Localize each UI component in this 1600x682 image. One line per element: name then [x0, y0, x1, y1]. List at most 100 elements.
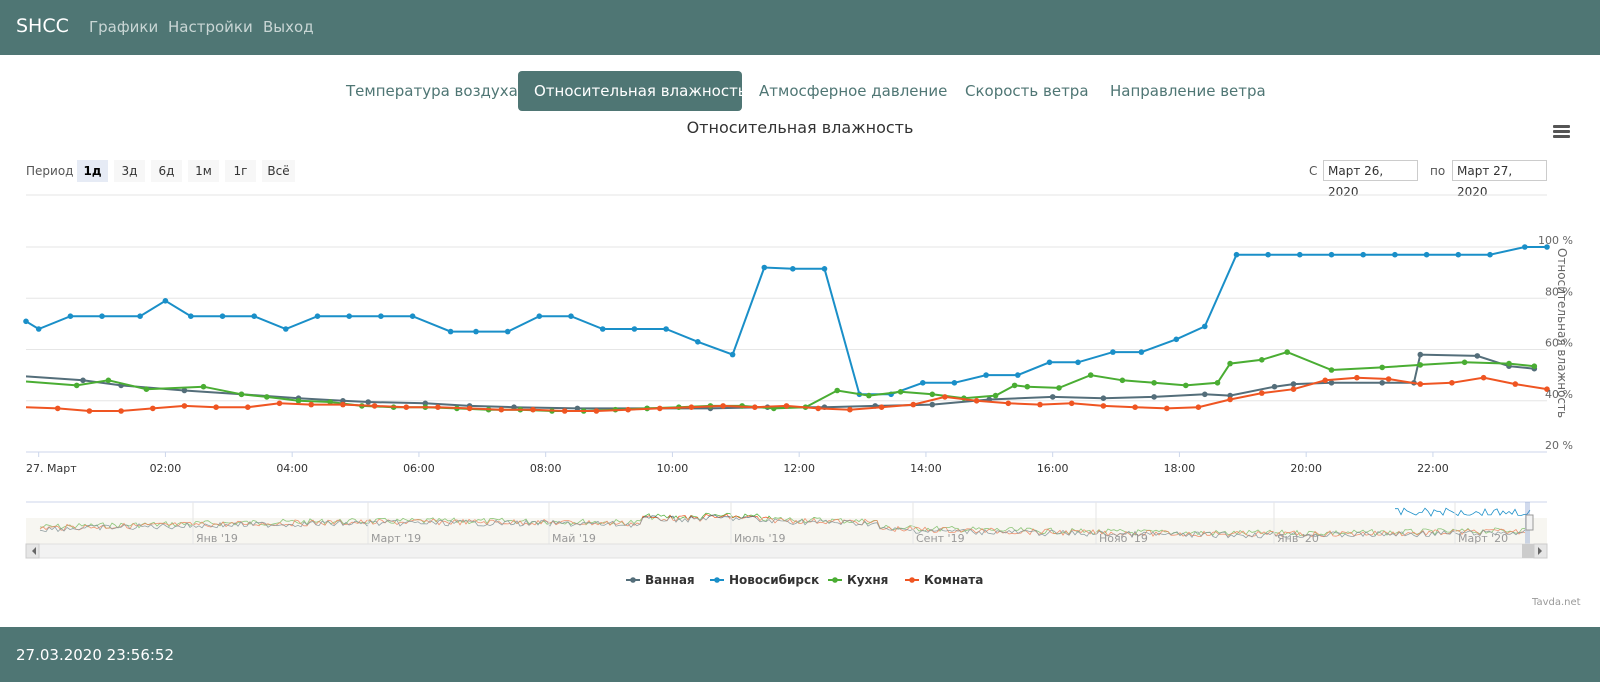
- data-point: [1480, 374, 1487, 381]
- data-point: [707, 403, 714, 409]
- data-point: [1354, 374, 1360, 381]
- data-point: [657, 405, 663, 412]
- navigator-series: [1394, 507, 1531, 517]
- data-point: [1259, 357, 1265, 363]
- data-point: [276, 400, 283, 407]
- data-point: [314, 313, 321, 320]
- data-point: [1075, 359, 1081, 366]
- navigator-tick-label: Нояб '19: [1099, 532, 1148, 545]
- range-button-1m[interactable]: 1м: [188, 160, 219, 182]
- navigator-tick-label: Март '19: [371, 532, 421, 545]
- navigator-series: [39, 512, 1526, 537]
- data-point: [663, 326, 669, 332]
- data-point: [1151, 380, 1157, 386]
- tab-humidity[interactable]: Относительная влажность: [518, 71, 747, 111]
- nav-link-logout[interactable]: Выход: [263, 18, 314, 36]
- tab-wind-direction[interactable]: Направление ветра: [1094, 71, 1282, 111]
- credits-link[interactable]: Tavda.net: [1532, 597, 1581, 608]
- data-point: [1322, 377, 1328, 384]
- y-axis-title: Относительная влажность: [1555, 248, 1569, 418]
- hamburger-icon[interactable]: [1553, 125, 1570, 139]
- y-tick-label: 100 %: [1538, 234, 1573, 247]
- legend-item-2: Кухня: [847, 573, 888, 587]
- data-point: [1379, 380, 1385, 386]
- data-point: [105, 377, 112, 384]
- scrollbar-right-button: [1533, 543, 1548, 559]
- data-point: [1271, 383, 1278, 390]
- data-point: [1385, 376, 1392, 382]
- chart-series: [23, 244, 1550, 414]
- data-point: [536, 313, 543, 320]
- data-point: [378, 313, 384, 320]
- date-from-label: С: [1309, 164, 1318, 178]
- range-button-3d[interactable]: 3д: [114, 160, 145, 182]
- data-point: [511, 404, 517, 411]
- data-point: [707, 405, 714, 412]
- top-navbar: SHCC Графики Настройки Выход: [0, 0, 1600, 55]
- series-line-3: [26, 376, 1547, 412]
- data-point: [986, 396, 993, 403]
- data-point: [86, 408, 93, 414]
- data-point: [340, 401, 346, 408]
- tab-pressure[interactable]: Атмосферное давление: [743, 71, 963, 111]
- data-point: [454, 405, 460, 412]
- data-point: [951, 380, 958, 386]
- navigator[interactable]: Янв '19 Март '19 Май '19 Июль '19 Сент '19 Но…: [25, 501, 1548, 559]
- chart-title: Относительная влажность: [686, 118, 914, 137]
- data-point: [504, 328, 511, 335]
- data-point: [561, 408, 568, 414]
- legend-item-0: Ванная: [645, 573, 695, 587]
- data-point: [802, 404, 809, 411]
- date-from-input[interactable]: Март 26, 2020: [1323, 160, 1418, 199]
- scrollbar-thumb: [1522, 544, 1534, 558]
- data-point: [517, 406, 524, 413]
- data-point: [821, 266, 828, 272]
- tab-temperature[interactable]: Температура воздуха: [330, 71, 534, 111]
- nav-link-charts[interactable]: Графики: [89, 18, 159, 36]
- y-tick-label: 40 %: [1545, 388, 1573, 401]
- x-tick-label: 08:00: [530, 462, 562, 475]
- data-point: [238, 391, 245, 398]
- data-point: [327, 399, 334, 405]
- nav-link-settings[interactable]: Настройки: [168, 18, 253, 36]
- data-point: [359, 403, 365, 409]
- range-button-1d[interactable]: 1д: [77, 160, 108, 182]
- x-tick-label: 10:00: [657, 462, 689, 475]
- data-point: [466, 403, 473, 409]
- range-button-all[interactable]: Всё: [262, 160, 295, 182]
- navigator-series: [39, 513, 1526, 538]
- data-point: [644, 405, 650, 412]
- brand-logo[interactable]: SHCC: [16, 15, 69, 37]
- data-point: [530, 406, 536, 413]
- data-point: [1531, 363, 1538, 370]
- data-point: [295, 395, 302, 402]
- scroll-left-arrow-icon: [32, 547, 36, 555]
- data-point: [498, 406, 505, 413]
- data-point: [371, 403, 378, 409]
- data-point: [466, 405, 473, 412]
- data-point: [739, 403, 745, 409]
- tab-wind-speed[interactable]: Скорость ветра: [949, 71, 1105, 111]
- data-point: [1455, 251, 1462, 258]
- date-to-input[interactable]: Март 27, 2020: [1452, 160, 1547, 199]
- data-point: [942, 394, 948, 400]
- range-button-6d[interactable]: 6д: [151, 160, 182, 182]
- data-point: [688, 404, 695, 411]
- navigator-series: [39, 514, 1526, 539]
- data-point: [162, 298, 169, 304]
- data-point: [390, 404, 397, 411]
- data-point: [1087, 372, 1094, 378]
- data-point: [67, 313, 74, 320]
- data-point: [1011, 382, 1018, 389]
- data-point: [1233, 251, 1240, 258]
- data-point: [340, 398, 346, 404]
- range-button-1y[interactable]: 1г: [225, 160, 256, 182]
- data-point: [910, 401, 917, 408]
- legend-marker-1: [714, 577, 720, 583]
- data-point: [1512, 381, 1519, 387]
- navigator-tick-label: Сент '19: [916, 532, 965, 545]
- data-point: [181, 403, 188, 409]
- data-point: [200, 383, 207, 390]
- data-point: [1417, 351, 1424, 358]
- data-point: [878, 404, 885, 411]
